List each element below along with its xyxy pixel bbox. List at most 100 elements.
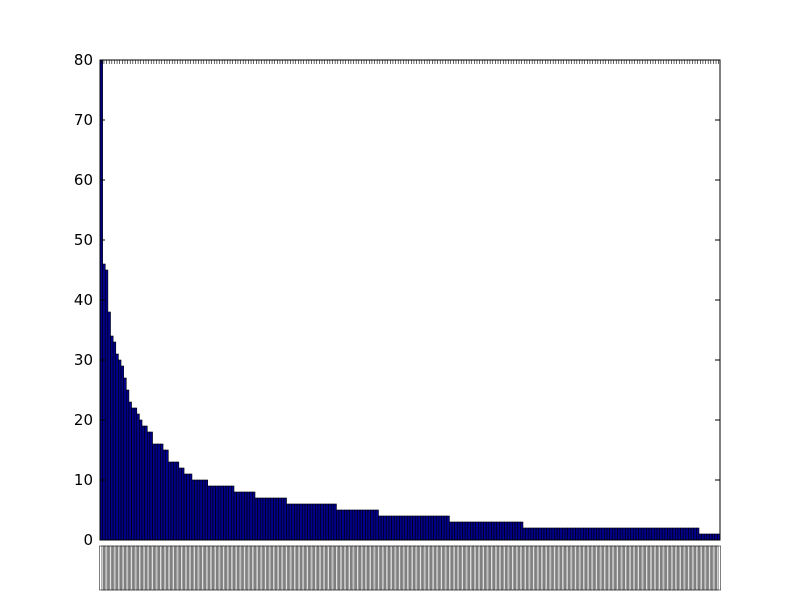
x-tick-label-glyphs [191, 545, 196, 591]
bar [548, 527, 553, 541]
bar [131, 407, 135, 541]
x-tick-label-glyphs [219, 545, 225, 591]
bar [488, 521, 492, 541]
x-tick-label-glyphs [288, 545, 293, 591]
plot-frame [99, 59, 721, 541]
bar [401, 515, 406, 541]
bar [438, 515, 442, 541]
x-tick-label-glyphs [543, 545, 548, 591]
x-tick-label-glyphs [319, 545, 325, 591]
x-tick-label-glyphs [590, 545, 595, 591]
x-tick-label-glyphs [146, 545, 151, 591]
y-axis-ticks: 0 10 20 30 40 50 60 70 80 [74, 51, 720, 549]
x-tick-label-glyphs [437, 545, 443, 591]
bar [280, 497, 285, 541]
x-tick-label-glyphs [532, 545, 538, 591]
bar [675, 527, 679, 541]
bar [152, 443, 156, 541]
bar [294, 503, 298, 541]
x-tick-label-glyphs [162, 545, 167, 591]
bar [246, 491, 251, 541]
x-tick-label-glyphs [251, 545, 256, 591]
x-tick-label-glyphs [259, 545, 264, 591]
bar [388, 515, 392, 541]
bar [667, 527, 671, 541]
x-tick-label-glyphs [516, 545, 522, 591]
x-tick-label-glyphs [380, 545, 385, 591]
x-tick-label-glyphs [217, 545, 222, 591]
bar [635, 527, 639, 541]
bar [393, 515, 398, 541]
x-tick-label-glyphs [634, 545, 640, 591]
x-tick-label-glyphs [159, 545, 164, 591]
x-tick-label-glyphs [600, 545, 606, 591]
y-tick-label: 50 [74, 231, 93, 249]
x-tick-label-glyphs [569, 545, 574, 591]
x-tick-label-glyphs [451, 545, 456, 591]
bar [654, 527, 658, 541]
x-tick-label-glyphs [671, 545, 677, 591]
bar [273, 497, 277, 541]
x-tick-label-glyphs [519, 545, 524, 591]
x-tick-label-glyphs [183, 545, 188, 591]
x-tick-label-glyphs [466, 545, 472, 591]
x-tick-label-glyphs [511, 545, 517, 591]
bar [514, 521, 519, 541]
bar [307, 503, 311, 541]
x-tick-label-glyphs [682, 545, 687, 591]
x-tick-label-glyphs [493, 545, 498, 591]
bar [375, 509, 379, 541]
bar [543, 527, 547, 541]
x-tick-label-glyphs [574, 545, 580, 591]
bar [391, 515, 395, 541]
x-axis-tick-labels [99, 545, 721, 591]
x-tick-label-glyphs [246, 545, 251, 591]
bar [252, 491, 256, 541]
x-tick-label-glyphs [432, 545, 438, 591]
bar [267, 497, 272, 541]
bar [491, 521, 495, 541]
x-tick-label-glyphs [351, 545, 356, 591]
bar [630, 527, 634, 541]
bar [420, 515, 424, 541]
bar [585, 527, 589, 541]
x-tick-label-glyphs [448, 545, 453, 591]
x-tick-label-glyphs [372, 545, 377, 591]
bar [538, 527, 542, 541]
bar [325, 503, 329, 541]
bar [359, 509, 364, 541]
bar [572, 527, 576, 541]
bar [656, 527, 660, 541]
x-tick-label-glyphs [687, 545, 693, 591]
bar [220, 485, 224, 541]
x-tick-label-glyphs [487, 545, 493, 591]
x-tick-label-glyphs [653, 545, 658, 591]
bar [680, 527, 684, 541]
x-tick-label-glyphs [564, 545, 569, 591]
bar [588, 527, 592, 541]
bar [541, 527, 545, 541]
x-tick-label-glyphs [393, 545, 398, 591]
bar [162, 449, 166, 541]
bar [367, 509, 371, 541]
x-tick-label-glyphs [235, 545, 241, 591]
x-tick-label-glyphs [592, 545, 598, 591]
x-tick-label-glyphs [374, 545, 380, 591]
x-tick-label-glyphs [406, 545, 411, 591]
x-tick-label-glyphs [106, 545, 112, 591]
x-tick-label-glyphs [522, 545, 527, 591]
bar [409, 515, 413, 541]
x-tick-label-glyphs [456, 545, 461, 591]
x-tick-label-glyphs [264, 545, 270, 591]
bar [619, 527, 624, 541]
bar [183, 473, 187, 541]
x-tick-label-glyphs [514, 545, 519, 591]
x-tick-label-glyphs [558, 545, 564, 591]
x-tick-label-glyphs [330, 545, 335, 591]
bar [207, 485, 211, 541]
bar [499, 521, 503, 541]
x-tick-label-glyphs [585, 545, 590, 591]
bar [596, 527, 600, 541]
bar [533, 527, 537, 541]
x-tick-label-glyphs [256, 545, 262, 591]
